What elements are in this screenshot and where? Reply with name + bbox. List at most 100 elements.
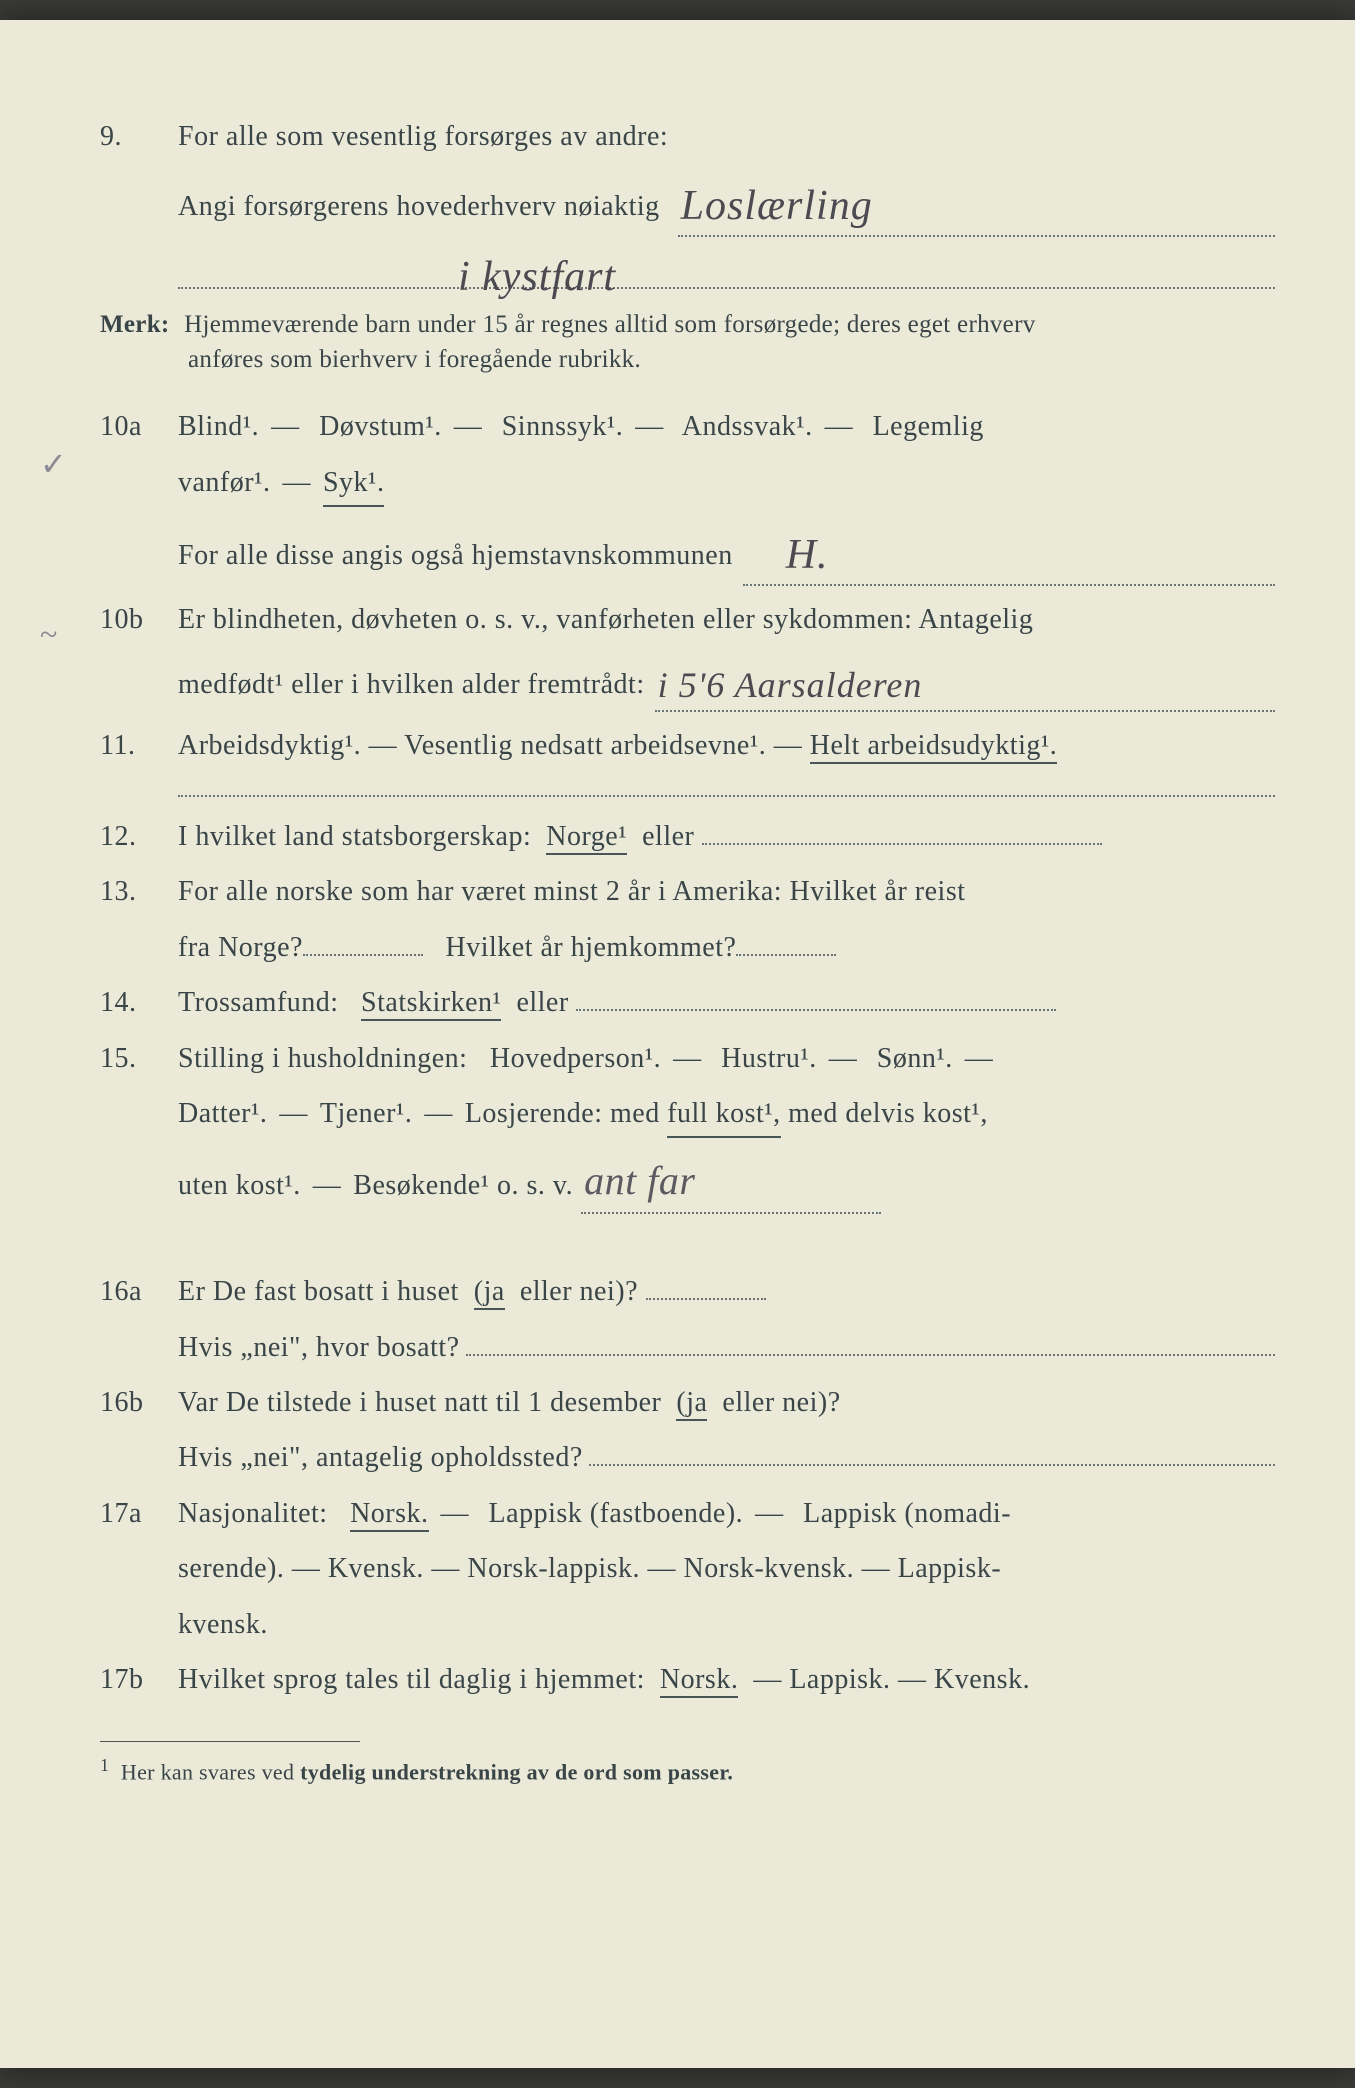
q16a-a: Er De fast bosatt i huset — [178, 1276, 459, 1307]
q10a-handwriting: H. — [786, 523, 829, 588]
q15-fullkost: full kost¹, — [667, 1092, 780, 1138]
q10a-opt4: Andssvak¹. — [682, 411, 813, 442]
q15-o2: Hustru¹. — [721, 1043, 817, 1074]
q16a-blank2 — [466, 1354, 1275, 1356]
q11-c: Helt arbeidsudyktig¹. — [810, 730, 1058, 764]
q16a-text: Er De fast bosatt i huset (ja eller nei)… — [178, 1270, 1275, 1313]
q10b-blank: i 5'6 Aarsalderen — [655, 654, 1275, 712]
q12-num: 12. — [100, 815, 178, 858]
q15-besok: Besøkende¹ o. s. v. — [353, 1164, 573, 1207]
q12: 12. I hvilket land statsborgerskap: Norg… — [100, 815, 1275, 858]
q17a-text1: Nasjonalitet: Norsk.— Lappisk (fastboend… — [178, 1492, 1275, 1535]
q10a-opt5: Legemlig — [873, 411, 984, 442]
q15-delvis: med delvis kost¹, — [788, 1092, 988, 1135]
q9-text2: Angi forsørgerens hovederhverv nøiaktig — [178, 185, 660, 228]
q17a-norsk: Norsk. — [350, 1498, 428, 1532]
q17a-line2: serende). — Kvensk. — Norsk-lappisk. — N… — [100, 1547, 1275, 1590]
q9-blank1: Loslærling — [678, 170, 1275, 237]
q15-losj: Losjerende: med — [465, 1092, 660, 1135]
q16b-num: 16b — [100, 1381, 178, 1424]
q14-prefix: Trossamfund: — [178, 987, 339, 1018]
margin-mark-2: ~ — [40, 610, 57, 660]
q10b-line1: 10b Er blindheten, døvheten o. s. v., va… — [100, 598, 1275, 641]
q15-o1: Hovedperson¹. — [490, 1043, 661, 1074]
q13-text1: For alle norske som har været minst 2 år… — [178, 870, 1275, 913]
merk-label: Merk: — [100, 311, 170, 338]
q9-handwriting2: i kystfart — [458, 245, 616, 310]
q16b-hvis: Hvis „nei", antagelig opholdssted? — [178, 1436, 583, 1479]
q17a-r2: Lappisk (nomadi- — [803, 1498, 1011, 1529]
q17b-text: Hvilket sprog tales til daglig i hjemmet… — [178, 1658, 1275, 1701]
q16a-blank1 — [646, 1298, 766, 1300]
q17a-num: 17a — [100, 1492, 178, 1535]
q16b-blank — [589, 1464, 1275, 1466]
q10b-text2: medfødt¹ eller i hvilken alder fremtrådt… — [178, 663, 645, 706]
q16a-c: eller nei)? — [520, 1276, 638, 1307]
q15-datter: Datter¹. — [178, 1092, 267, 1135]
q12-opt: Norge¹ — [546, 821, 627, 855]
q9-text1: For alle som vesentlig forsørges av andr… — [178, 115, 1275, 158]
q13-num: 13. — [100, 870, 178, 913]
q13-line2: fra Norge? Hvilket år hjemkommet? — [100, 926, 1275, 969]
q10a-num: 10a — [100, 405, 178, 448]
q11: 11. Arbeidsdyktig¹. — Vesentlig nedsatt … — [100, 724, 1275, 767]
q15-line3: uten kost¹.— Besøkende¹ o. s. v. ant far — [100, 1150, 1275, 1214]
q9-line1: 9. For alle som vesentlig forsørges av a… — [100, 115, 1275, 158]
merk-block: Merk: Hjemmeværende barn under 15 år reg… — [100, 307, 1275, 377]
q10a-opt1: Blind¹. — [178, 411, 259, 442]
q13-blank1 — [303, 954, 423, 956]
q12-text: I hvilket land statsborgerskap: Norge¹ e… — [178, 815, 1275, 858]
q15-line1: 15. Stilling i husholdningen: Hovedperso… — [100, 1037, 1275, 1080]
q17b-prefix: Hvilket sprog tales til daglig i hjemmet… — [178, 1664, 645, 1695]
q17a-line3: kvensk. — [100, 1603, 1275, 1646]
q13-line1: 13. For alle norske som har været minst … — [100, 870, 1275, 913]
q13-fra: fra Norge? — [178, 926, 303, 969]
q11-a: Arbeidsdyktig¹. — [178, 730, 361, 761]
q14-blank — [576, 1009, 1056, 1011]
q16b-c: eller nei)? — [722, 1387, 840, 1418]
q17b-norsk: Norsk. — [660, 1664, 738, 1698]
q16a-line1: 16a Er De fast bosatt i huset (ja eller … — [100, 1270, 1275, 1313]
q15-handwriting: ant far — [584, 1158, 695, 1203]
q12-suffix: eller — [642, 821, 694, 852]
q10a-vanfor: vanfør¹. — [178, 461, 270, 504]
q17a-l3: kvensk. — [178, 1603, 268, 1646]
q10a-line1: 10a Blind¹.— Døvstum¹.— Sinnssyk¹.— Ands… — [100, 405, 1275, 448]
q16b-text: Var De tilstede i huset natt til 1 desem… — [178, 1381, 1275, 1424]
q14-text: Trossamfund: Statskirken¹ eller — [178, 981, 1275, 1024]
q17b-rest: — Lappisk. — Kvensk. — [753, 1664, 1030, 1695]
q10b-text1: Er blindheten, døvheten o. s. v., vanfør… — [178, 598, 1275, 641]
q9-handwriting1: Loslærling — [681, 174, 873, 239]
separator-line — [178, 795, 1275, 797]
q10b-line2: medfødt¹ eller i hvilken alder fremtrådt… — [100, 654, 1275, 712]
document-page: 9. For alle som vesentlig forsørges av a… — [0, 20, 1355, 2068]
q10a-line3: For alle disse angis også hjemstavnskomm… — [100, 519, 1275, 586]
q12-blank — [702, 843, 1102, 845]
q17a-l2: serende). — Kvensk. — Norsk-lappisk. — N… — [178, 1547, 1001, 1590]
q16b-a: Var De tilstede i huset natt til 1 desem… — [178, 1387, 661, 1418]
q10a-opts: Blind¹.— Døvstum¹.— Sinnssyk¹.— Andssvak… — [178, 405, 1275, 448]
q10b-num: 10b — [100, 598, 178, 641]
q15-o3: Sønn¹. — [877, 1043, 953, 1074]
merk-text2: anføres som bierhverv i foregående rubri… — [100, 342, 1275, 377]
q10a-opt3: Sinnssyk¹. — [502, 411, 624, 442]
q14-opt: Statskirken¹ — [361, 987, 501, 1021]
q14-suffix: eller — [516, 987, 568, 1018]
footnote: 1 Her kan svares ved tydelig understrekn… — [100, 1752, 1275, 1789]
q10a-opt2: Døvstum¹. — [319, 411, 442, 442]
q10a-hjemstavn: For alle disse angis også hjemstavnskomm… — [178, 534, 733, 577]
q16a-hvis: Hvis „nei", hvor bosatt? — [178, 1326, 460, 1369]
q11-num: 11. — [100, 724, 178, 767]
q16a-ja: (ja — [474, 1276, 505, 1310]
q17a-r1: Lappisk (fastboende). — [489, 1498, 744, 1529]
q15-blank: ant far — [581, 1150, 881, 1214]
q9-num: 9. — [100, 115, 178, 158]
q17b-num: 17b — [100, 1658, 178, 1701]
q17a-line1: 17a Nasjonalitet: Norsk.— Lappisk (fastb… — [100, 1492, 1275, 1535]
q15-text1: Stilling i husholdningen: Hovedperson¹.—… — [178, 1037, 1275, 1080]
q16b-line2: Hvis „nei", antagelig opholdssted? — [100, 1436, 1275, 1479]
q16b-ja: (ja — [676, 1387, 707, 1421]
merk-text1: Hjemmeværende barn under 15 år regnes al… — [184, 311, 1035, 338]
footnote-bold: tydelig understrekning av de ord som pas… — [300, 1760, 733, 1785]
q14: 14. Trossamfund: Statskirken¹ eller — [100, 981, 1275, 1024]
